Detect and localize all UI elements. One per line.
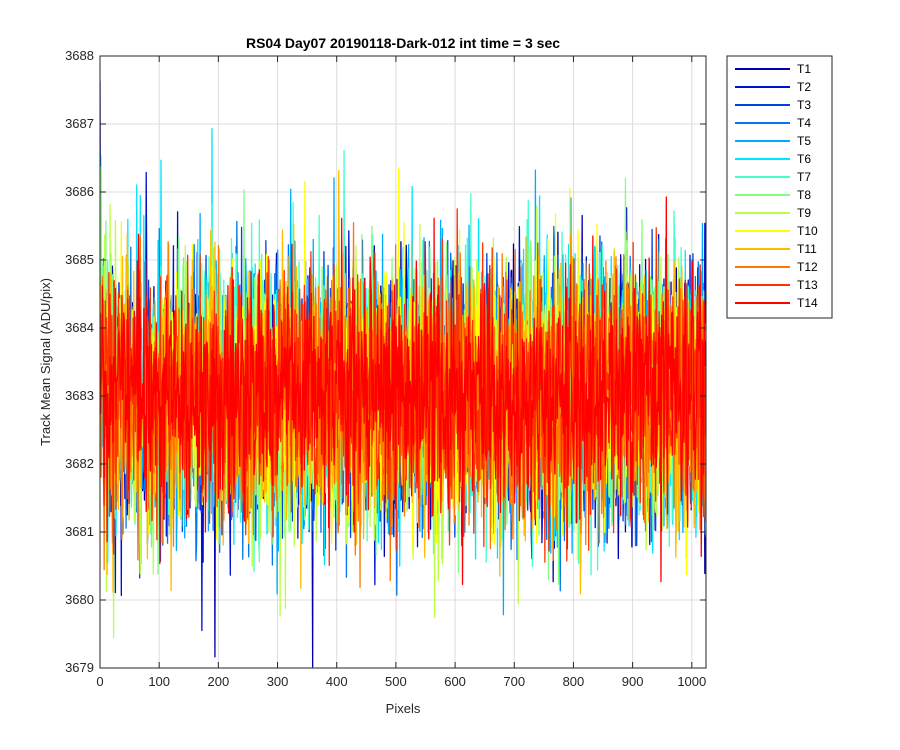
legend-label: T8 (797, 188, 811, 202)
series-group (100, 80, 706, 668)
legend-label: T10 (797, 224, 818, 238)
y-tick-label: 3685 (65, 252, 94, 267)
x-tick-label: 1000 (677, 674, 706, 689)
x-tick-labels: 0 100 200 300 400 500 600 700 800 900 1000 (96, 674, 706, 689)
legend-label: T11 (797, 242, 817, 256)
legend-label: T6 (797, 152, 811, 166)
ticks (99, 55, 706, 669)
legend-label: T7 (797, 170, 811, 184)
x-tick-label: 500 (385, 674, 407, 689)
y-tick-label: 3682 (65, 456, 94, 471)
y-tick-label: 3679 (65, 660, 94, 675)
legend-label: T9 (797, 206, 811, 220)
x-tick-label: 600 (444, 674, 466, 689)
y-tick-label: 3683 (65, 388, 94, 403)
y-tick-label: 3680 (65, 592, 94, 607)
y-tick-label: 3681 (65, 524, 94, 539)
x-tick-label: 700 (503, 674, 525, 689)
x-tick-label: 200 (208, 674, 230, 689)
y-tick-label: 3686 (65, 184, 94, 199)
x-tick-label: 900 (622, 674, 644, 689)
x-tick-label: 800 (563, 674, 585, 689)
axes-box (99, 55, 707, 669)
y-tick-label: 3687 (65, 116, 94, 131)
y-tick-label: 3684 (65, 320, 94, 335)
y-tick-label: 3688 (65, 48, 94, 63)
legend-label: T13 (797, 278, 818, 292)
y-axis-label: Track Mean Signal (ADU/pix) (38, 278, 53, 446)
legend-box (726, 55, 833, 319)
x-axis-label: Pixels (386, 701, 421, 716)
x-tick-label: 100 (148, 674, 170, 689)
legend-label: T2 (797, 80, 811, 94)
legend-label: T5 (797, 134, 811, 148)
x-tick-label: 0 (96, 674, 103, 689)
chart-title: RS04 Day07 20190118-Dark-012 int time = … (246, 35, 560, 51)
y-tick-labels: 3679 3680 3681 3682 3683 3684 3685 3686 3687 3688 (65, 48, 94, 675)
series-line-t14 (100, 196, 706, 586)
legend-label: T1 (797, 62, 811, 76)
legend-label: T3 (797, 98, 811, 112)
x-tick-label: 400 (326, 674, 348, 689)
legend-label: T4 (797, 116, 811, 130)
legend-label: T12 (797, 260, 818, 274)
x-tick-label: 300 (267, 674, 289, 689)
legend: T1 T2 T3 T4 T5 T6 T7 T8 T9 T10 T11 T12 T13 T14 (726, 55, 833, 319)
legend-label: T14 (797, 296, 818, 310)
